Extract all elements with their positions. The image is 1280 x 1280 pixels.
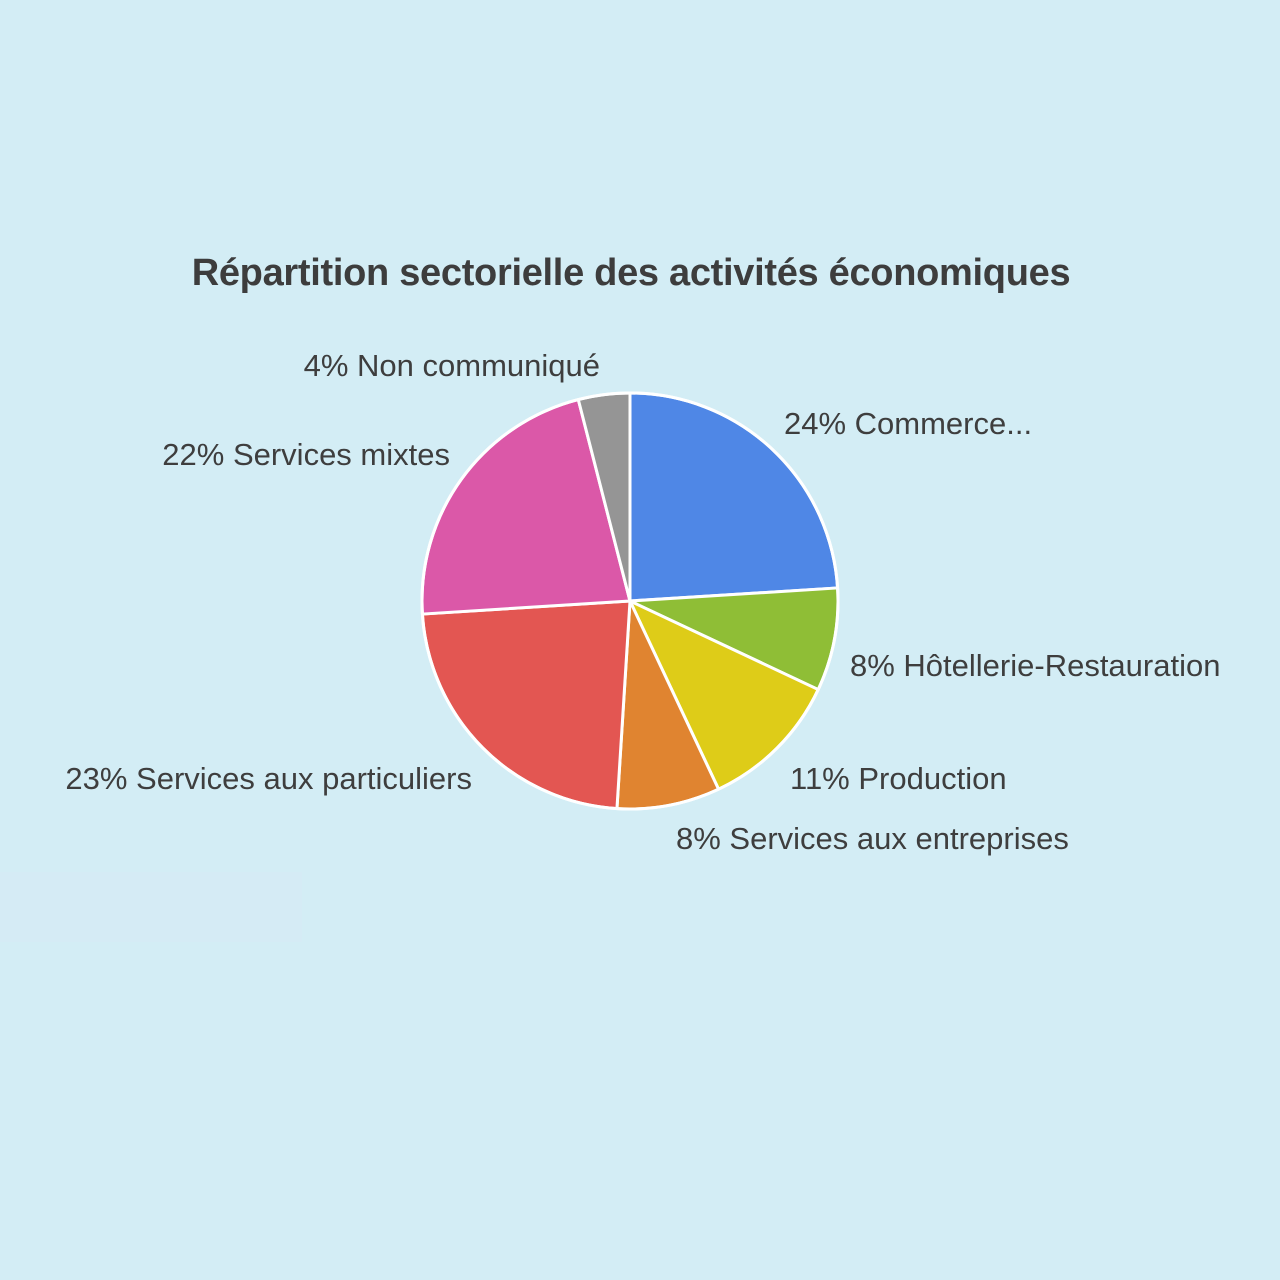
slice-label: 22% Services mixtes <box>162 437 450 472</box>
slice-label: 24% Commerce... <box>784 406 1032 441</box>
slice-label: 11% Production <box>790 761 1007 796</box>
slices-group <box>420 391 840 811</box>
slice-label: 8% Hôtellerie-Restauration <box>850 648 1220 683</box>
slice-label: 8% Services aux entreprises <box>676 821 1069 856</box>
pie-outline <box>420 391 840 811</box>
slice-label: 23% Services aux particuliers <box>65 761 472 796</box>
background-panel <box>0 872 302 942</box>
slice-label: 4% Non communiqué <box>304 348 600 383</box>
chart-title: Répartition sectorielle des activités éc… <box>191 252 1071 294</box>
labels-group: 24% Commerce... 8% Hôtellerie-Restauratio… <box>65 348 1220 856</box>
